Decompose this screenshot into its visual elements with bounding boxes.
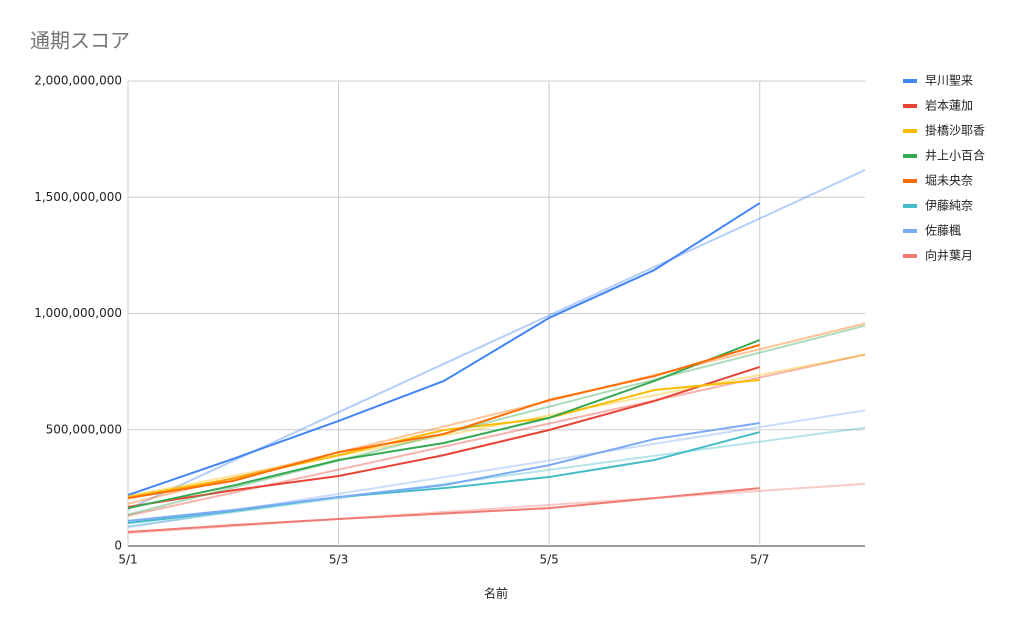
legend-label: 井上小百合: [925, 148, 985, 163]
x-tick-label: 5/7: [750, 553, 769, 567]
y-tick-label: 2,000,000,000: [34, 74, 122, 88]
trendline: [127, 169, 866, 511]
legend-label: 伊藤純奈: [925, 199, 973, 213]
legend-swatch: [903, 179, 917, 183]
series-line: [127, 487, 760, 534]
legend-swatch: [903, 229, 917, 233]
trendline: [127, 426, 866, 528]
trendline: [127, 353, 866, 498]
legend-swatch: [903, 129, 917, 133]
series-line: [127, 431, 760, 524]
series-line: [127, 339, 761, 510]
x-tick-label: 5/3: [329, 553, 348, 567]
series-line: [127, 378, 760, 498]
x-tick-label: 5/1: [118, 553, 137, 567]
legend-swatch: [903, 104, 917, 108]
series-line: [127, 366, 761, 508]
y-tick-label: 0: [114, 539, 122, 553]
y-tick-label: 500,000,000: [46, 422, 122, 436]
legend-swatch: [903, 204, 917, 208]
legend-label: 掛橋沙耶香: [925, 123, 985, 138]
trendline: [127, 324, 866, 516]
legend-label: 岩本蓮加: [925, 98, 973, 113]
x-axis-label: 名前: [484, 586, 508, 601]
y-tick-label: 1,000,000,000: [34, 306, 122, 320]
legend-swatch: [903, 79, 917, 83]
trendline: [127, 322, 866, 505]
y-tick-label: 1,500,000,000: [34, 190, 122, 204]
chart-title: 通期スコア: [30, 29, 130, 53]
legend-label: 堀未央奈: [925, 173, 973, 188]
series-line: [127, 422, 760, 522]
legend-swatch: [903, 154, 917, 158]
series-line: [127, 202, 761, 497]
legend-label: 向井葉月: [925, 248, 973, 263]
x-tick-label: 5/5: [539, 553, 558, 567]
legend-label: 早川聖来: [925, 74, 973, 88]
legend-label: 佐藤楓: [925, 223, 961, 238]
legend-swatch: [903, 254, 917, 258]
series-line: [127, 343, 760, 500]
